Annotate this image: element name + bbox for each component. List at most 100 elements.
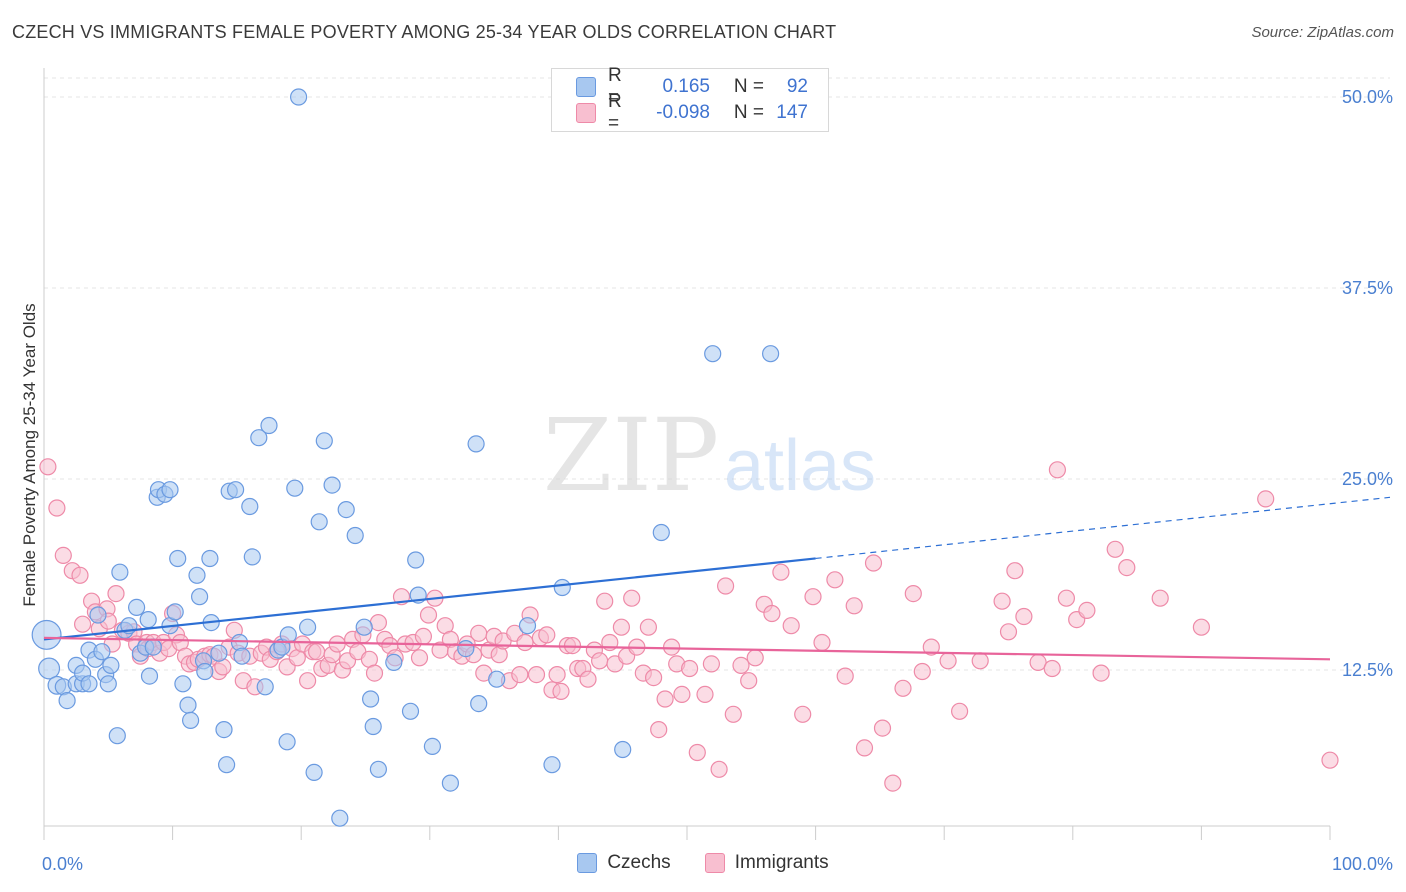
immigrants-point-51: [299, 672, 317, 690]
czechs-point-9: [80, 675, 98, 693]
czechs-point-34: [174, 675, 192, 693]
legend-r-value-immigrants: -0.098: [656, 102, 710, 123]
czechs-point-80: [467, 435, 485, 453]
immigrants-point-169: [1321, 751, 1339, 769]
czechs-point-62: [305, 763, 323, 782]
grid-lines: [44, 77, 1390, 671]
czechs-point-64: [315, 432, 333, 450]
series-legend: Czechs Immigrants: [0, 852, 1406, 874]
czechs-point-88: [704, 345, 722, 363]
legend-row-immigrants: R = -0.098 N = 147: [576, 91, 808, 134]
immigrants-point-126: [710, 760, 728, 778]
immigrants-point-155: [1006, 562, 1024, 580]
y-tick-labels: 12.5% 25.0% 37.5% 50.0%: [1342, 87, 1393, 680]
immigrants-point-159: [1048, 461, 1067, 479]
czechs-point-33: [169, 549, 187, 568]
czechs-point-60: [290, 88, 308, 106]
immigrants-point-98: [548, 665, 566, 684]
immigrants-point-149: [922, 638, 940, 656]
immigrants-point-74: [419, 606, 438, 624]
immigrants-point-72: [410, 649, 429, 667]
axes: [43, 68, 1331, 840]
immigrants-point-124: [696, 685, 714, 704]
immigrants-point-65: [369, 613, 387, 632]
immigrants-point-117: [650, 720, 668, 739]
czechs-point-83: [518, 617, 537, 635]
czechs-point-63: [310, 513, 328, 531]
immigrants-point-160: [1057, 589, 1076, 607]
immigrants-point-115: [639, 618, 658, 636]
watermark-atlas: atlas: [724, 426, 876, 506]
czechs-point-41: [201, 549, 219, 568]
immigrants-point-92: [516, 633, 534, 652]
immigrants-point-148: [913, 662, 931, 681]
chart-title: CZECH VS IMMIGRANTS FEMALE POVERTY AMONG…: [12, 22, 837, 42]
immigrants-point-164: [1106, 540, 1124, 558]
immigrants-point-4: [71, 566, 89, 584]
legend-label-czechs: Czechs: [607, 852, 671, 873]
immigrants-point-94: [527, 665, 546, 684]
legend-item-immigrants[interactable]: Immigrants: [704, 852, 829, 874]
czechs-point-21: [128, 598, 146, 617]
immigrants-point-145: [884, 774, 902, 792]
legend-swatch-immigrants: [576, 103, 596, 123]
immigrants-point-147: [904, 584, 922, 603]
czechs-point-72: [369, 760, 387, 778]
legend-n-label: N =: [733, 76, 764, 97]
legend-n-value-czechs: 92: [786, 76, 808, 97]
immigrants-point-150: [939, 652, 957, 670]
czechs-point-58: [279, 626, 297, 644]
immigrants-point-123: [688, 743, 706, 762]
immigrants-point-116: [644, 668, 663, 687]
immigrants-point-12: [107, 584, 125, 603]
immigrants-point-57: [328, 635, 346, 653]
czechs-point-61: [299, 618, 317, 636]
czechs-point-35: [179, 696, 197, 714]
legend-swatch-czechs: [576, 77, 596, 97]
czechs-point-15: [99, 675, 117, 693]
czechs-point-24: [139, 610, 157, 629]
czechs-point-26: [144, 638, 162, 656]
immigrants-point-2: [54, 546, 72, 565]
y-tick-label-0: 12.5%: [1342, 660, 1393, 680]
czechs-point-52: [250, 429, 268, 447]
legend-row-czechs: R = 0.165 N = 92: [576, 65, 808, 108]
immigrants-point-143: [864, 554, 883, 572]
czechs-point-0: [31, 619, 62, 650]
immigrants-point-110: [612, 618, 631, 636]
immigrants-point-154: [999, 623, 1018, 641]
czechs-point-47: [227, 481, 245, 499]
czechs-point-67: [337, 501, 355, 519]
watermark-zip: ZIP: [543, 397, 719, 514]
legend-swatch-immigrants: [704, 853, 725, 873]
immigrants-point-140: [836, 667, 854, 685]
immigrants-point-107: [596, 592, 614, 610]
czechs-point-70: [362, 690, 380, 708]
czechs-point-66: [331, 809, 349, 827]
immigrants-point-128: [724, 705, 742, 723]
czechs-point-73: [385, 653, 403, 672]
immigrants-point-138: [813, 633, 831, 652]
immigrants-point-131: [746, 649, 764, 667]
legend-item-czechs[interactable]: Czechs: [577, 852, 671, 874]
czechs-point-82: [488, 670, 506, 688]
immigrants-point-167: [1192, 618, 1211, 636]
immigrants-point-134: [772, 563, 790, 581]
czechs-point-68: [346, 526, 364, 545]
czechs-point-17: [108, 727, 126, 745]
czechs-point-4: [58, 691, 76, 710]
legend-n-label: N =: [733, 102, 764, 123]
czechs-point-12: [89, 606, 107, 624]
immigrants-point-83: [470, 624, 488, 642]
czechs-point-71: [364, 717, 382, 736]
immigrants-point-158: [1043, 659, 1061, 678]
czechs-point-49: [233, 647, 251, 665]
immigrants-point-1: [48, 499, 66, 517]
immigrants-point-142: [855, 739, 874, 757]
immigrants-point-53: [308, 643, 326, 661]
czechs-trend-line-projection: [815, 496, 1391, 560]
immigrants-point-141: [845, 597, 863, 615]
immigrants-point-165: [1118, 558, 1136, 577]
czechs-point-59: [286, 479, 304, 497]
